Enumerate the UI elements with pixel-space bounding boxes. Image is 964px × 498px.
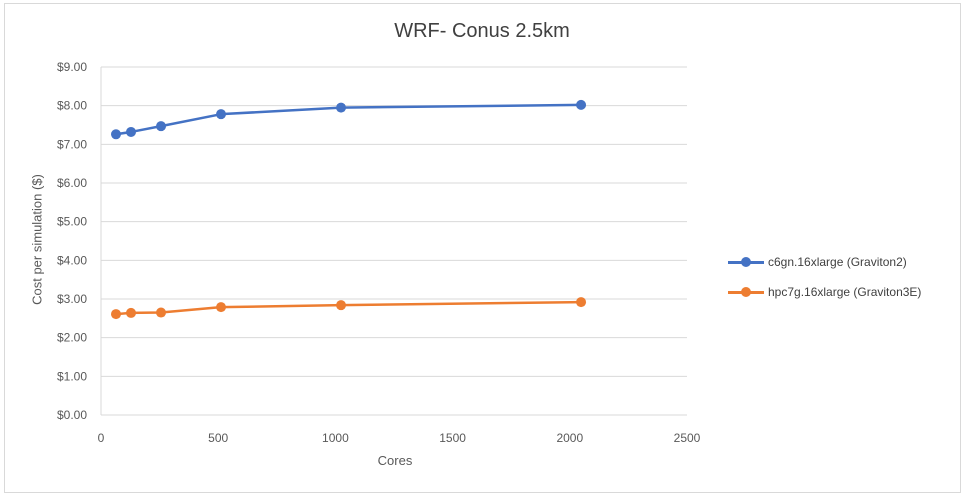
data-point-marker xyxy=(576,99,587,110)
data-point-marker xyxy=(126,307,137,318)
data-point-marker xyxy=(336,300,347,311)
x-tick-label: 500 xyxy=(208,431,228,445)
data-point-marker xyxy=(216,302,227,313)
legend-label: c6gn.16xlarge (Graviton2) xyxy=(768,255,907,269)
data-point-marker xyxy=(576,297,587,308)
data-point-marker xyxy=(336,102,347,113)
x-tick-label: 1000 xyxy=(322,431,349,445)
y-tick-label: $9.00 xyxy=(57,60,87,74)
chart-frame xyxy=(4,3,961,493)
x-tick-label: 0 xyxy=(98,431,105,445)
x-tick-label: 2000 xyxy=(556,431,583,445)
y-tick-label: $7.00 xyxy=(57,137,87,151)
chart-title: WRF- Conus 2.5km xyxy=(394,20,570,42)
data-point-marker xyxy=(216,109,227,120)
y-tick-label: $3.00 xyxy=(57,292,87,306)
series-line xyxy=(115,103,582,136)
legend-item-c6gn: c6gn.16xlarge (Graviton2) xyxy=(728,247,921,277)
x-tick-label: 2500 xyxy=(674,431,701,445)
legend-marker-icon xyxy=(728,286,764,298)
legend-marker-icon xyxy=(728,256,764,268)
y-tick-label: $0.00 xyxy=(57,408,87,422)
legend: c6gn.16xlarge (Graviton2) hpc7g.16xlarge… xyxy=(728,247,921,307)
y-tick-label: $6.00 xyxy=(57,176,87,190)
data-point-marker xyxy=(111,309,122,320)
y-tick-label: $2.00 xyxy=(57,331,87,345)
y-tick-label: $1.00 xyxy=(57,369,87,383)
legend-item-hpc7g: hpc7g.16xlarge (Graviton3E) xyxy=(728,277,921,307)
data-point-marker xyxy=(156,121,167,132)
series-line xyxy=(115,300,582,316)
data-point-marker xyxy=(156,307,167,318)
y-tick-label: $8.00 xyxy=(57,99,87,113)
y-tick-label: $5.00 xyxy=(57,215,87,229)
data-point-marker xyxy=(111,129,122,140)
y-tick-label: $4.00 xyxy=(57,253,87,267)
x-axis-label: Cores xyxy=(377,453,413,468)
x-tick-label: 1500 xyxy=(439,431,466,445)
data-point-marker xyxy=(126,126,137,137)
legend-label: hpc7g.16xlarge (Graviton3E) xyxy=(768,285,922,299)
